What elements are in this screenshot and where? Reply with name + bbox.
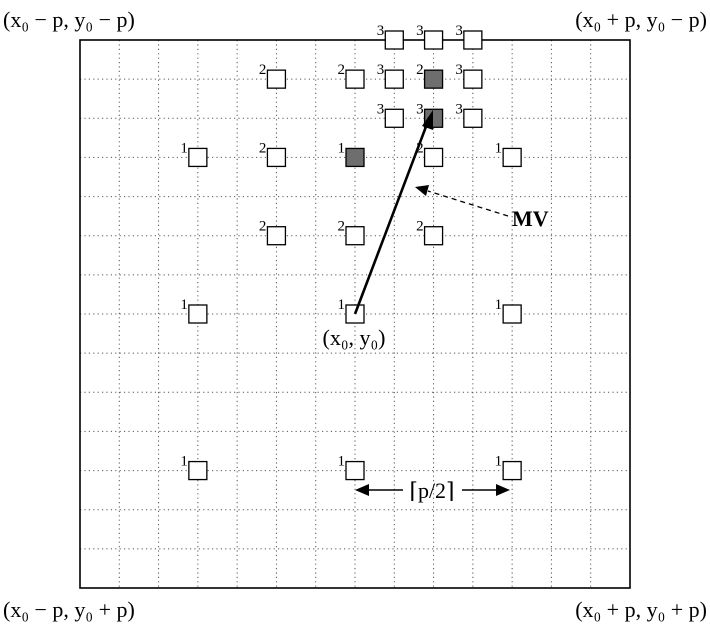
search-point bbox=[463, 30, 483, 50]
step-number-label: 2 bbox=[338, 219, 346, 235]
search-point bbox=[463, 108, 483, 128]
search-point bbox=[188, 304, 208, 324]
step-number-label: 1 bbox=[495, 297, 503, 313]
step-number-label: 3 bbox=[377, 62, 385, 78]
search-point-selected bbox=[345, 147, 365, 168]
step-number-label: 2 bbox=[416, 62, 424, 78]
search-point bbox=[266, 69, 287, 89]
step-number-label: 2 bbox=[416, 219, 424, 235]
search-point bbox=[423, 30, 444, 50]
search-point bbox=[423, 226, 444, 246]
search-point bbox=[384, 69, 404, 89]
step-number-label: 3 bbox=[416, 23, 424, 39]
search-point bbox=[345, 69, 365, 89]
search-window-border bbox=[79, 39, 631, 589]
search-point bbox=[266, 226, 287, 246]
step-number-label: 3 bbox=[455, 101, 463, 117]
search-point-selected bbox=[423, 69, 444, 89]
step-number-label: 2 bbox=[259, 62, 267, 78]
search-point bbox=[423, 147, 444, 168]
search-point bbox=[384, 30, 404, 50]
step-number-label: 1 bbox=[495, 140, 503, 156]
center-point-label: (x₀, y₀) bbox=[323, 325, 386, 350]
search-point bbox=[502, 147, 522, 168]
step-number-label: 3 bbox=[416, 101, 424, 117]
step-number-label: 1 bbox=[180, 454, 188, 470]
motion-vector-arrow bbox=[353, 110, 433, 315]
mv-label: MV bbox=[512, 206, 549, 231]
step-number-label: 3 bbox=[455, 23, 463, 39]
search-point bbox=[266, 147, 287, 168]
corner-label-top-right: (x₀ + p, y₀ − p) bbox=[575, 7, 707, 32]
step-number-label: 1 bbox=[338, 454, 346, 470]
search-point bbox=[463, 69, 483, 89]
step-size-dimension bbox=[355, 484, 510, 496]
step-number-label: 2 bbox=[259, 140, 267, 156]
mv-pointer bbox=[415, 185, 509, 217]
step-number-label: 1 bbox=[338, 297, 346, 313]
search-point bbox=[502, 460, 522, 481]
search-point bbox=[345, 460, 365, 481]
step-number-label: 1 bbox=[338, 140, 346, 156]
corner-label-top-left: (x₀ − p, y₀ − p) bbox=[3, 7, 135, 32]
step-number-label: 3 bbox=[455, 62, 463, 78]
step-number-label: 3 bbox=[377, 101, 385, 117]
search-point bbox=[384, 108, 404, 128]
corner-label-bottom-left: (x₀ − p, y₀ + p) bbox=[3, 597, 135, 622]
search-points: 1 1 1 1 1 1 1 1 1 2 2 2 2 2 2 2 2 3 3 3 3 3 3 3 3 bbox=[180, 23, 522, 481]
search-point bbox=[502, 304, 522, 324]
step-number-label: 2 bbox=[416, 140, 424, 156]
search-point bbox=[188, 147, 208, 168]
step-number-label: 1 bbox=[180, 297, 188, 313]
step-number-label: 1 bbox=[180, 140, 188, 156]
step-size-label: ⌈p/2⌉ bbox=[409, 478, 454, 503]
step-number-label: 3 bbox=[377, 23, 385, 39]
corner-label-bottom-right: (x₀ + p, y₀ + p) bbox=[575, 597, 707, 622]
step-number-label: 2 bbox=[259, 219, 267, 235]
search-point bbox=[188, 460, 208, 481]
step-number-label: 2 bbox=[338, 62, 346, 78]
step-number-label: 1 bbox=[495, 454, 503, 470]
search-point bbox=[345, 226, 365, 246]
